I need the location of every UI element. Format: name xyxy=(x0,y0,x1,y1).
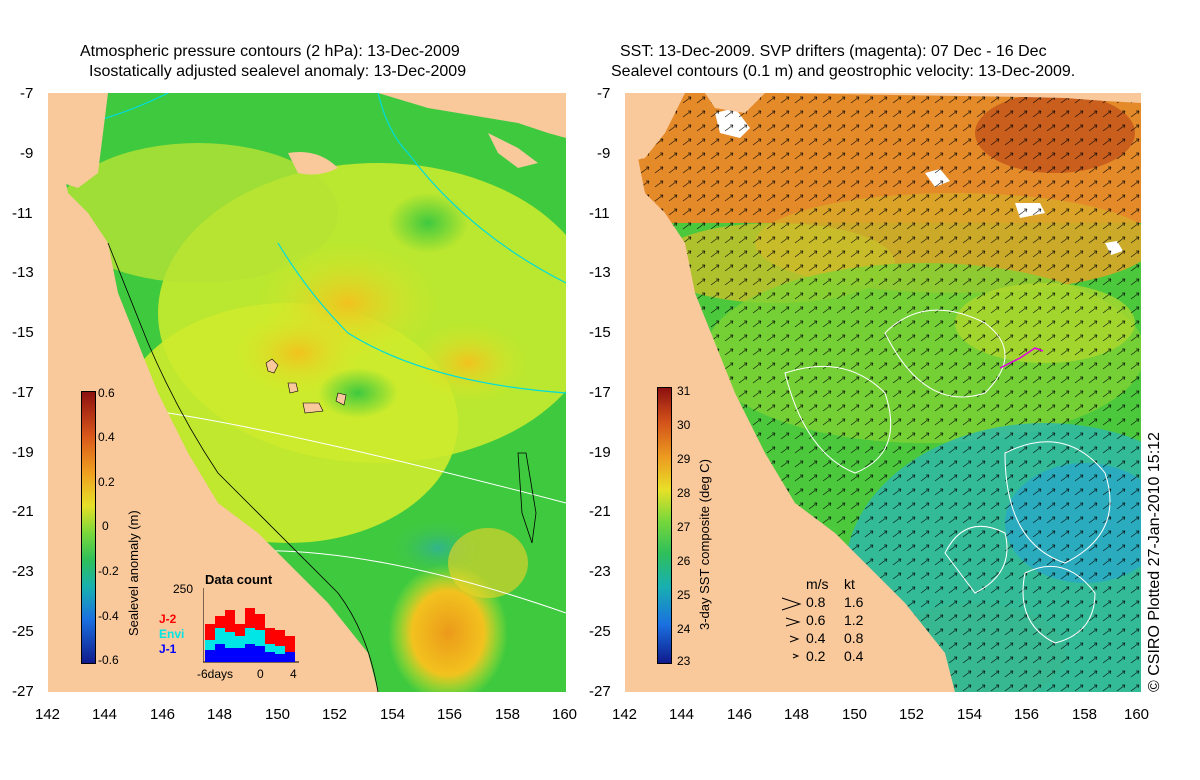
right-lon-tick-1: 144 xyxy=(669,706,695,723)
cb-right-tick-7: 24 xyxy=(677,622,691,636)
svp-drifter-track xyxy=(999,347,1044,369)
legend-j1: J-1 xyxy=(159,642,177,656)
cb-left-tick-2: 0.2 xyxy=(98,475,115,489)
right-lat-tick-2: -11 xyxy=(589,205,610,222)
inset-title: Data count xyxy=(205,572,273,587)
right-lon-tick-3: 148 xyxy=(784,706,810,723)
cb-left-tick-6: -0.6 xyxy=(98,653,119,667)
left-lon-tick-5: 152 xyxy=(322,706,348,723)
left-lat-tick-6: -19 xyxy=(12,444,34,461)
right-lat-tick-9: -25 xyxy=(589,623,611,640)
right-lon-tick-2: 146 xyxy=(727,706,753,723)
inset-ymax: 250 xyxy=(173,582,194,596)
legend-envi: Envi xyxy=(159,627,185,641)
cb-left-tick-1: 0.4 xyxy=(98,430,115,444)
right-lat-tick-8: -23 xyxy=(589,563,611,580)
legend-ms-0: 0.8 xyxy=(806,594,826,610)
legend-kt-0: 1.6 xyxy=(844,594,864,610)
left-lat-tick-10: -27 xyxy=(12,683,34,700)
inset-x-label-0: -6days xyxy=(197,667,234,681)
right-lon-tick-7: 156 xyxy=(1014,706,1040,723)
right-lat-tick-6: -19 xyxy=(589,444,611,461)
right-title-line1: SST: 13-Dec-2009. SVP drifters (magenta)… xyxy=(620,43,1047,60)
left-lat-tick-4: -15 xyxy=(12,324,34,341)
right-lat-tick-3: -13 xyxy=(589,264,611,281)
left-lon-tick-9: 160 xyxy=(552,706,578,723)
left-lon-tick-0: 142 xyxy=(35,706,61,723)
right-lon-tick-8: 158 xyxy=(1072,706,1098,723)
left-lat-tick-9: -25 xyxy=(12,623,34,640)
cb-left-tick-0: 0.6 xyxy=(98,386,115,400)
left-lon-tick-7: 156 xyxy=(437,706,463,723)
left-lat-tick-7: -21 xyxy=(12,503,34,520)
left-lat-tick-1: -9 xyxy=(20,145,34,162)
legend-header-ms: m/s xyxy=(806,576,829,592)
left-lon-tick-8: 158 xyxy=(495,706,521,723)
sealevel-colorbar xyxy=(81,391,96,664)
sealevel-anomaly-map xyxy=(48,93,566,692)
australia-land-right xyxy=(625,93,955,692)
velocity-legend-arrows xyxy=(781,597,802,659)
right-lat-tick-1: -9 xyxy=(597,145,611,162)
velocity-legend: m/s kt 0.8 1.6 0.6 1.2 0.4 0.8 0.2 0.4 xyxy=(780,576,890,666)
data-count-bars xyxy=(203,588,299,663)
right-lat-tick-10: -27 xyxy=(589,683,611,700)
inset-x-label-2: 4 xyxy=(290,667,297,681)
left-lon-tick-1: 144 xyxy=(92,706,118,723)
right-lon-tick-6: 154 xyxy=(957,706,983,723)
left-lon-tick-6: 154 xyxy=(380,706,406,723)
legend-ms-2: 0.4 xyxy=(806,630,826,646)
cb-right-tick-0: 31 xyxy=(677,384,691,398)
legend-ms-1: 0.6 xyxy=(806,612,826,628)
legend-j2: J-2 xyxy=(159,612,177,626)
cb-left-tick-3: 0 xyxy=(102,519,109,533)
australia-land xyxy=(48,93,378,692)
left-lat-tick-2: -11 xyxy=(12,205,33,222)
cb-left-tick-4: -0.2 xyxy=(98,564,119,578)
left-title-line2: Isostatically adjusted sealevel anomaly:… xyxy=(89,63,467,80)
legend-header-kt: kt xyxy=(844,576,855,592)
right-lon-tick-5: 152 xyxy=(899,706,925,723)
right-lon-tick-0: 142 xyxy=(612,706,638,723)
right-lat-tick-0: -7 xyxy=(597,85,611,102)
left-lat-tick-8: -23 xyxy=(12,563,34,580)
left-lon-tick-2: 146 xyxy=(150,706,176,723)
left-title-line1: Atmospheric pressure contours (2 hPa): 1… xyxy=(80,43,460,60)
legend-kt-2: 0.8 xyxy=(844,630,864,646)
cb-right-tick-1: 30 xyxy=(677,418,691,432)
left-lat-tick-5: -17 xyxy=(12,384,34,401)
left-lon-tick-4: 150 xyxy=(265,706,291,723)
left-lat-tick-3: -13 xyxy=(12,264,34,281)
cb-right-tick-4: 27 xyxy=(677,520,691,534)
cb-right-tick-3: 28 xyxy=(677,486,691,500)
cb-right-tick-8: 23 xyxy=(677,654,691,668)
csiro-credit: © CSIRO Plotted 27-Jan-2010 15:12 xyxy=(1146,432,1163,692)
right-lat-tick-7: -21 xyxy=(589,503,611,520)
legend-ms-3: 0.2 xyxy=(806,648,826,664)
right-title-line2: Sealevel contours (0.1 m) and geostrophi… xyxy=(611,63,1076,80)
left-lat-tick-0: -7 xyxy=(20,85,34,102)
right-lon-tick-9: 160 xyxy=(1124,706,1150,723)
cb-right-tick-6: 25 xyxy=(677,588,691,602)
cb-right-tick-5: 26 xyxy=(677,554,691,568)
inset-x-label-1: 0 xyxy=(257,667,264,681)
png-land-right xyxy=(775,93,1141,103)
sst-velocity-map xyxy=(625,93,1141,692)
sealevel-colorbar-label: Sealevel anomaly (m) xyxy=(126,510,141,636)
sst-colorbar xyxy=(657,387,672,664)
sst-colorbar-label: 3-day SST composite (deg C) xyxy=(697,459,712,630)
png-land xyxy=(378,93,566,138)
legend-kt-3: 0.4 xyxy=(844,648,864,664)
data-count-inset: Data count 250 J-2 Envi J-1 -6days 0 4 xyxy=(157,572,307,682)
right-lat-tick-5: -17 xyxy=(589,384,611,401)
cb-right-tick-2: 29 xyxy=(677,452,691,466)
right-lat-tick-4: -15 xyxy=(589,324,611,341)
legend-kt-1: 1.2 xyxy=(844,612,864,628)
cb-left-tick-5: -0.4 xyxy=(98,609,119,623)
left-lon-tick-3: 148 xyxy=(207,706,233,723)
right-lon-tick-4: 150 xyxy=(842,706,868,723)
